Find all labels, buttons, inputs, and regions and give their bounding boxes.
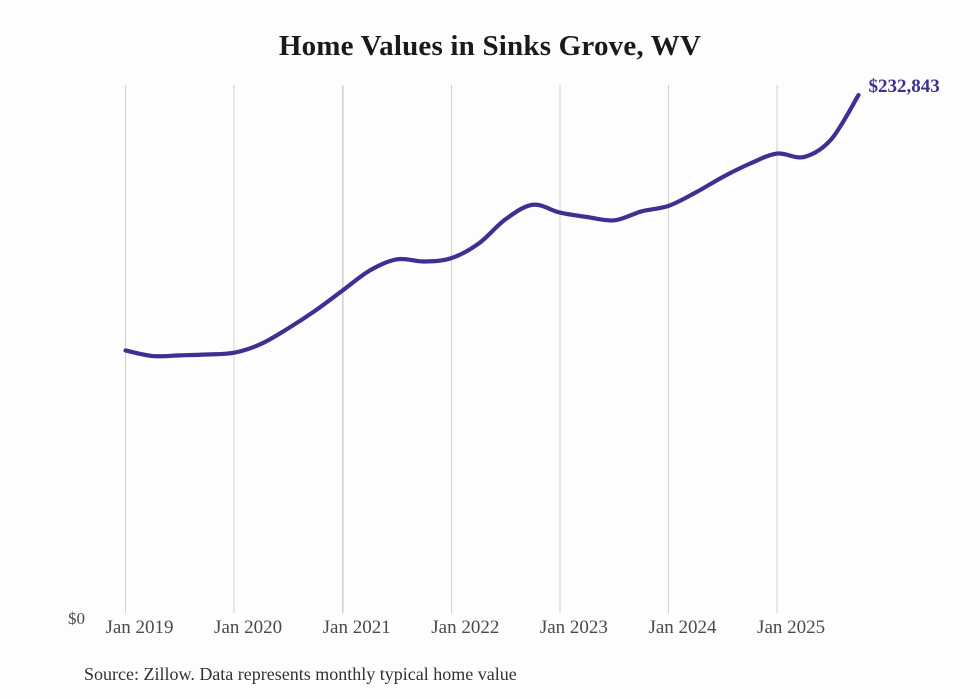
x-tick-jan-2019: Jan 2019 (105, 617, 174, 638)
y-axis-zero-label: $0 (68, 609, 85, 628)
gridlines-group (124, 85, 778, 613)
source-note: Source: Zillow. Data represents monthly … (84, 664, 517, 684)
chart-title: Home Values in Sinks Grove, WV (278, 30, 702, 62)
x-tick-jan-2021: Jan 2021 (322, 617, 391, 638)
x-tick-jan-2020: Jan 2020 (214, 617, 283, 638)
x-tick-jan-2025: Jan 2025 (757, 617, 826, 638)
x-tick-jan-2022: Jan 2022 (431, 617, 500, 638)
x-tick-jan-2023: Jan 2023 (539, 617, 608, 638)
endpoint-value-label: $232,843 (868, 76, 940, 97)
x-tick-jan-2024: Jan 2024 (648, 617, 717, 638)
home-value-line (123, 92, 861, 359)
